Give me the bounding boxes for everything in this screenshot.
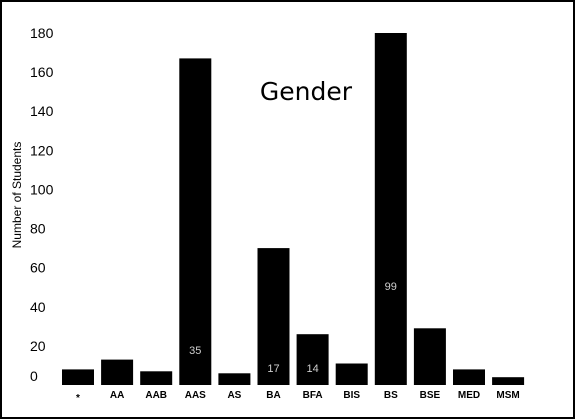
x-category-label: BSE [420,390,441,401]
y-tick-label: 80 [30,221,46,237]
bar [257,248,290,385]
bar [101,359,134,385]
bar [62,369,94,385]
y-tick-label: 140 [30,103,54,119]
y-tick-label: 60 [30,260,46,276]
bar [140,371,173,385]
bar [492,377,525,385]
bar [413,328,446,385]
bar-data-label: 14 [306,363,318,375]
y-tick-label: 0 [30,368,38,384]
bars-group [62,33,525,386]
data-labels-group: 35 17 14 99 [189,281,397,375]
y-tick-label: 20 [30,338,46,354]
chart-title: Gender [260,77,353,106]
y-tick-label: 120 [30,142,54,158]
x-category-label: * [76,393,80,404]
x-category-label: MSM [496,390,519,401]
y-tick-label: 160 [30,64,54,80]
bar [296,334,329,385]
x-category-label: BA [266,390,280,401]
bar [374,33,407,385]
y-tick-label: 180 [30,25,54,41]
bar-data-label: 17 [267,363,279,375]
bar-data-label: 35 [189,345,201,357]
y-tick-label: 100 [30,181,54,197]
x-axis-labels: * AA AAB AAS AS BA BFA BIS BS BSE MED MSM [76,390,520,404]
y-tick-label: 40 [30,299,46,315]
bar [218,373,251,385]
x-category-label: AAB [145,390,167,401]
y-axis-ticks: 0 20 40 60 80 100 120 140 160 180 [30,25,54,384]
x-category-label: AS [227,390,241,401]
x-category-label: BS [384,390,398,401]
x-category-label: BIS [343,390,360,401]
bar-data-label: 99 [385,281,397,293]
y-axis-label: Number of Students [10,142,24,249]
bar [335,363,368,385]
x-category-label: MED [458,390,480,401]
x-category-label: AA [110,390,124,401]
bar [453,369,485,385]
x-category-label: BFA [303,390,323,401]
x-category-label: AAS [185,390,206,401]
bar [179,58,212,386]
